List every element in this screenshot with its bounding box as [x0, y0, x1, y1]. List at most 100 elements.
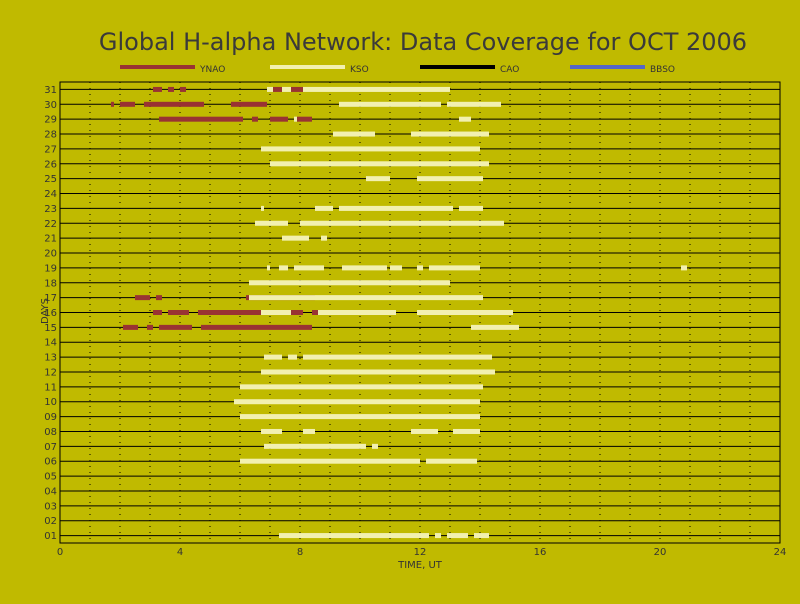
coverage-bar-kso [453, 428, 480, 434]
coverage-bar-kso [321, 235, 327, 241]
y-tick-label: 29 [44, 115, 57, 126]
legend-label-bbso: BBSO [650, 65, 675, 75]
coverage-bar-kso [279, 533, 429, 539]
coverage-bar-kso [417, 310, 513, 315]
coverage-bar-kso [279, 265, 288, 271]
y-tick-label: 10 [44, 397, 57, 408]
y-axis-label: DAYS [40, 298, 51, 324]
coverage-bar-kso [372, 443, 378, 449]
coverage-bar-kso [303, 354, 492, 360]
coverage-bars [111, 86, 687, 539]
y-tick-label: 18 [44, 278, 57, 289]
coverage-bar-kso [264, 354, 282, 360]
coverage-bar-ynao [273, 86, 282, 92]
legend-label-ynao: YNAO [199, 65, 225, 75]
coverage-bar-kso [417, 176, 483, 182]
coverage-bar-kso [333, 131, 375, 137]
y-tick-label: 02 [44, 516, 57, 527]
coverage-bar-ynao [270, 116, 288, 122]
coverage-bar-ynao [198, 310, 303, 315]
y-tick-label: 15 [44, 323, 57, 334]
y-tick-label: 06 [44, 457, 57, 468]
legend: YNAO KSO CAO BBSO [120, 65, 675, 75]
x-tick-label: 24 [774, 547, 787, 558]
coverage-bar-kso [315, 205, 333, 211]
coverage-bar-kso [447, 101, 501, 107]
y-tick-label: 26 [44, 159, 57, 170]
coverage-bar-ynao [159, 116, 243, 122]
coverage-bar-kso [240, 458, 420, 464]
coverage-bar-kso [264, 443, 366, 449]
x-tick-label: 16 [534, 547, 547, 558]
coverage-bar-ynao [111, 101, 114, 107]
coverage-bar-ynao [201, 324, 312, 330]
coverage-bar-kso [459, 116, 471, 122]
y-tick-label: 16 [44, 308, 57, 319]
coverage-bar-kso [471, 324, 519, 330]
coverage-bar-kso [261, 310, 291, 315]
coverage-bar-kso [426, 458, 477, 464]
y-tick-label: 30 [44, 100, 57, 111]
y-tick-label: 27 [44, 144, 57, 155]
coverage-bar-kso [390, 265, 402, 271]
coverage-bar-kso [294, 265, 324, 271]
coverage-bar-kso [261, 369, 495, 375]
y-tick-label: 04 [44, 486, 57, 497]
coverage-bar-ynao [120, 101, 135, 107]
coverage-bar-kso [270, 161, 489, 167]
coverage-bar-kso [339, 205, 453, 211]
y-tick-label: 03 [44, 501, 57, 512]
coverage-bar-kso [681, 265, 687, 271]
coverage-bar-kso [474, 533, 489, 539]
coverage-bar-kso [282, 235, 309, 241]
coverage-bar-kso [240, 384, 483, 390]
y-tick-label: 09 [44, 412, 57, 423]
coverage-bar-kso [366, 176, 390, 182]
coverage-bar-ynao [153, 86, 162, 92]
legend-swatch-kso [270, 65, 345, 69]
y-tick-label: 19 [44, 263, 57, 274]
y-tick-label: 17 [44, 293, 57, 304]
coverage-bar-ynao [312, 310, 318, 315]
coverage-bar-kso [288, 354, 297, 360]
y-tick-label: 25 [44, 174, 57, 185]
coverage-bar-kso [303, 428, 315, 434]
coverage-bar-kso [261, 428, 282, 434]
y-tick-label: 01 [44, 531, 57, 542]
coverage-bar-ynao [156, 295, 162, 301]
coverage-bar-kso [249, 280, 450, 286]
coverage-bar-ynao [231, 101, 267, 107]
legend-label-kso: KSO [350, 65, 369, 75]
coverage-bar-kso [267, 265, 270, 271]
coverage-bar-ynao [168, 310, 189, 315]
coverage-bar-kso [429, 265, 480, 271]
coverage-bar-kso [435, 533, 441, 539]
x-tick-label: 0 [57, 547, 63, 558]
coverage-bar-kso [261, 146, 480, 152]
coverage-bar-ynao [144, 101, 204, 107]
coverage-bar-kso [261, 205, 264, 211]
y-tick-label: 12 [44, 367, 57, 378]
coverage-bar-kso [255, 220, 288, 226]
coverage-bar-kso [339, 101, 441, 107]
x-tick-label: 20 [654, 547, 667, 558]
y-tick-label: 22 [44, 219, 57, 230]
y-tick-label: 11 [44, 382, 57, 393]
y-tick-label: 14 [44, 338, 57, 349]
coverage-bar-ynao [147, 324, 153, 330]
plot-frame [59, 81, 781, 544]
coverage-bar-ynao [159, 324, 192, 330]
legend-label-cao: CAO [500, 65, 519, 75]
legend-swatch-cao [420, 65, 495, 69]
coverage-bar-kso [240, 414, 480, 420]
y-tick-labels: 01 02 03 04 05 06 07 08 09 10 11 12 13 14 15 16 17 18 19 20… [44, 85, 57, 542]
coverage-bar-kso [267, 86, 273, 92]
legend-swatch-ynao [120, 65, 195, 69]
y-tick-label: 13 [44, 353, 57, 364]
x-tick-label: 12 [414, 547, 427, 558]
x-tick-labels: 0 4 8 12 16 20 24 [57, 547, 787, 558]
coverage-bar-kso [303, 86, 450, 92]
y-tick-label: 20 [44, 249, 57, 260]
